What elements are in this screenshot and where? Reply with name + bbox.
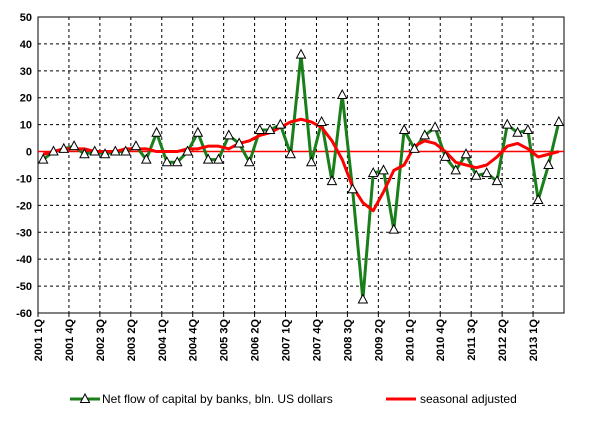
net-flow-point-marker (429, 121, 441, 132)
series-seasonal-adjusted-line (42, 117, 560, 213)
y-tick-label: -60 (16, 308, 32, 320)
x-tick-label: 2010 1Q (404, 319, 416, 362)
net-flow-point-marker (48, 145, 59, 156)
net-flow-point-marker (305, 156, 317, 167)
x-tick-label: 2010 4Q (435, 319, 447, 362)
net-flow-point-marker (120, 145, 131, 156)
net-flow-point-marker (213, 153, 224, 164)
net-flow-point-marker (110, 145, 121, 156)
x-tick-label: 2012 2Q (497, 319, 509, 362)
net-flow-point-marker (316, 115, 327, 126)
x-tick-label: 2001 4Q (64, 319, 76, 362)
legend-seasonal-label: seasonal adjusted (420, 392, 517, 406)
net-flow-point-marker (491, 175, 503, 186)
x-tick-label: 2004 1Q (157, 319, 169, 362)
net-flow-point-marker (553, 115, 565, 126)
net-flow-point-marker (244, 156, 255, 167)
x-tick-label: 2006 2Q (250, 319, 262, 362)
net-flow-point-marker (79, 148, 90, 159)
y-tick-label: 20 (20, 93, 32, 105)
net-flow-point-marker (481, 167, 492, 178)
net-flow-point-marker (202, 153, 214, 164)
net-flow-point-marker (68, 140, 80, 151)
net-flow-point-marker (501, 118, 513, 129)
y-tick-label: 10 (20, 120, 32, 132)
x-tick-label: 2009 2Q (373, 319, 385, 362)
net-flow-point-marker (378, 164, 389, 175)
net-flow-point-marker (357, 293, 369, 304)
legend-net-flow-marker (79, 392, 91, 403)
net-flow-point-marker (130, 140, 142, 151)
y-tick-label: 40 (20, 39, 32, 51)
net-flow-point-marker (440, 150, 451, 161)
net-flow-point-marker (471, 169, 482, 180)
y-tick-label: 30 (20, 66, 32, 78)
x-tick-label: 2007 4Q (311, 319, 323, 362)
net-flow-point-marker (295, 48, 307, 59)
net-flow-point-marker (285, 148, 297, 159)
y-tick-label: 50 (20, 12, 32, 24)
net-flow-point-marker (99, 148, 111, 159)
net-flow-point-marker (326, 175, 338, 186)
x-tick-label: 2008 3Q (342, 319, 354, 362)
net-flow-point-marker (223, 129, 235, 140)
net-flow-point-marker (367, 167, 379, 178)
net-flow-point-marker (398, 123, 410, 135)
net-flow-point-marker (543, 158, 554, 169)
net-flow-point-marker (171, 156, 183, 167)
series-layer (37, 48, 565, 304)
net-flow-point-marker (192, 126, 204, 137)
net-flow-point-marker (37, 153, 49, 164)
axes: -60 -50 -40 -30 -20 -10 0 10 20 30 40 50 2001 1Q 2001… (16, 12, 540, 361)
y-tick-label: -50 (16, 281, 32, 293)
net-flow-point-marker (161, 156, 173, 167)
legend-net-flow-label: Net flow of capital by banks, bln. US do… (102, 392, 333, 406)
net-flow-point-marker (58, 142, 70, 153)
x-tick-label: 2002 3Q (95, 319, 107, 362)
net-flow-point-marker (347, 183, 358, 194)
net-flow-point-marker (233, 137, 245, 148)
net-flow-point-marker (151, 126, 162, 137)
legend: Net flow of capital by banks, bln. US do… (70, 392, 517, 406)
x-tick-label: 2007 1Q (281, 319, 293, 362)
net-flow-point-marker (522, 123, 534, 135)
y-tick-label: 0 (26, 147, 32, 159)
net-flow-point-marker (336, 88, 348, 100)
y-tick-label: -10 (16, 173, 32, 185)
net-flow-point-marker (89, 145, 101, 156)
net-flow-point-marker (460, 148, 472, 159)
net-flow-point-marker (532, 193, 544, 204)
x-tick-label: 2011 3Q (466, 319, 478, 361)
x-tick-label: 2001 1Q (33, 319, 45, 362)
y-tick-label: -40 (16, 254, 32, 266)
x-tick-label: 2013 1Q (528, 319, 540, 362)
x-tick-label: 2003 2Q (126, 319, 138, 362)
net-flow-point-marker (409, 142, 420, 153)
y-tick-label: -20 (16, 200, 32, 212)
net-flow-point-marker (140, 153, 152, 164)
net-flow-point-marker (450, 164, 462, 175)
net-flow-point-marker (275, 118, 286, 129)
y-tick-label: -30 (16, 227, 32, 239)
x-tick-label: 2004 4Q (188, 319, 200, 362)
net-flow-point-marker (264, 123, 276, 135)
net-flow-point-marker (419, 129, 431, 140)
net-flow-point-marker (512, 126, 523, 137)
net-flow-point-marker (388, 223, 400, 234)
net-flow-point-marker (182, 145, 193, 156)
net-flow-point-marker (254, 123, 266, 135)
x-tick-label: 2005 3Q (219, 319, 231, 362)
